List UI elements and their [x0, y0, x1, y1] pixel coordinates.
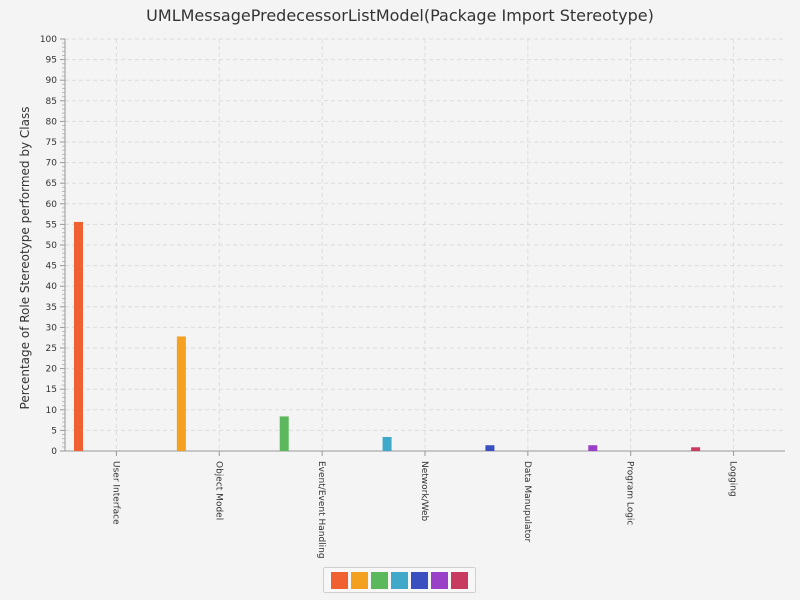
legend-swatch [411, 571, 428, 589]
y-tick-label: 5 [51, 426, 57, 436]
chart-title: UMLMessagePredecessorListModel(Package I… [146, 6, 654, 25]
x-tick-label: Logging [728, 461, 738, 497]
grid [65, 38, 785, 451]
x-tick-label: User Interface [110, 461, 120, 525]
legend-swatch [331, 571, 348, 589]
y-tick-label: 40 [46, 282, 58, 292]
y-axis-title: Percentage of Role Stereotype performed … [18, 107, 32, 410]
legend-swatch [371, 571, 388, 589]
bar [691, 447, 701, 451]
y-tick-label: 50 [46, 241, 58, 251]
y-tick-label: 25 [46, 344, 57, 354]
legend-swatch [391, 571, 408, 589]
bar [485, 445, 495, 451]
y-tick-label: 20 [46, 365, 58, 375]
y-tick-label: 30 [46, 323, 58, 333]
y-tick-label: 35 [46, 303, 57, 313]
y-tick-label: 75 [46, 138, 57, 148]
y-tick-label: 70 [46, 159, 58, 169]
legend [323, 567, 476, 593]
y-tick-label: 60 [46, 200, 58, 210]
y-tick-label: 80 [46, 117, 58, 127]
y-tick-label: 65 [46, 179, 57, 189]
y-tick-label: 100 [40, 35, 57, 45]
bar [74, 221, 83, 451]
y-tick-label: 90 [46, 76, 58, 86]
axes [60, 38, 785, 456]
labels: 0 5 10 15 20 25 30 35 40 45 50 55 60 65 70 75 80 85 90 95 10… [40, 35, 738, 559]
x-tick-label: Program Logic [625, 461, 635, 525]
legend-swatch [351, 571, 368, 589]
x-tick-label: Network/Web [419, 461, 429, 522]
bars [74, 221, 701, 451]
y-tick-label: 55 [46, 220, 57, 230]
bar [279, 416, 289, 451]
bar [588, 445, 598, 451]
y-tick-label: 0 [51, 447, 57, 457]
legend-swatch [431, 571, 448, 589]
x-tick-label: Data Manupulator [522, 461, 532, 543]
y-tick-label: 15 [46, 385, 57, 395]
x-tick-label: Event/Event Handling [316, 461, 326, 559]
y-tick-label: 95 [46, 56, 57, 66]
bar [382, 436, 392, 451]
legend-swatch [451, 571, 468, 589]
y-tick-label: 10 [46, 406, 58, 416]
x-tick-label: Object Model [213, 461, 223, 520]
y-tick-label: 85 [46, 97, 57, 107]
y-tick-label: 45 [46, 262, 57, 272]
bar [176, 336, 186, 451]
